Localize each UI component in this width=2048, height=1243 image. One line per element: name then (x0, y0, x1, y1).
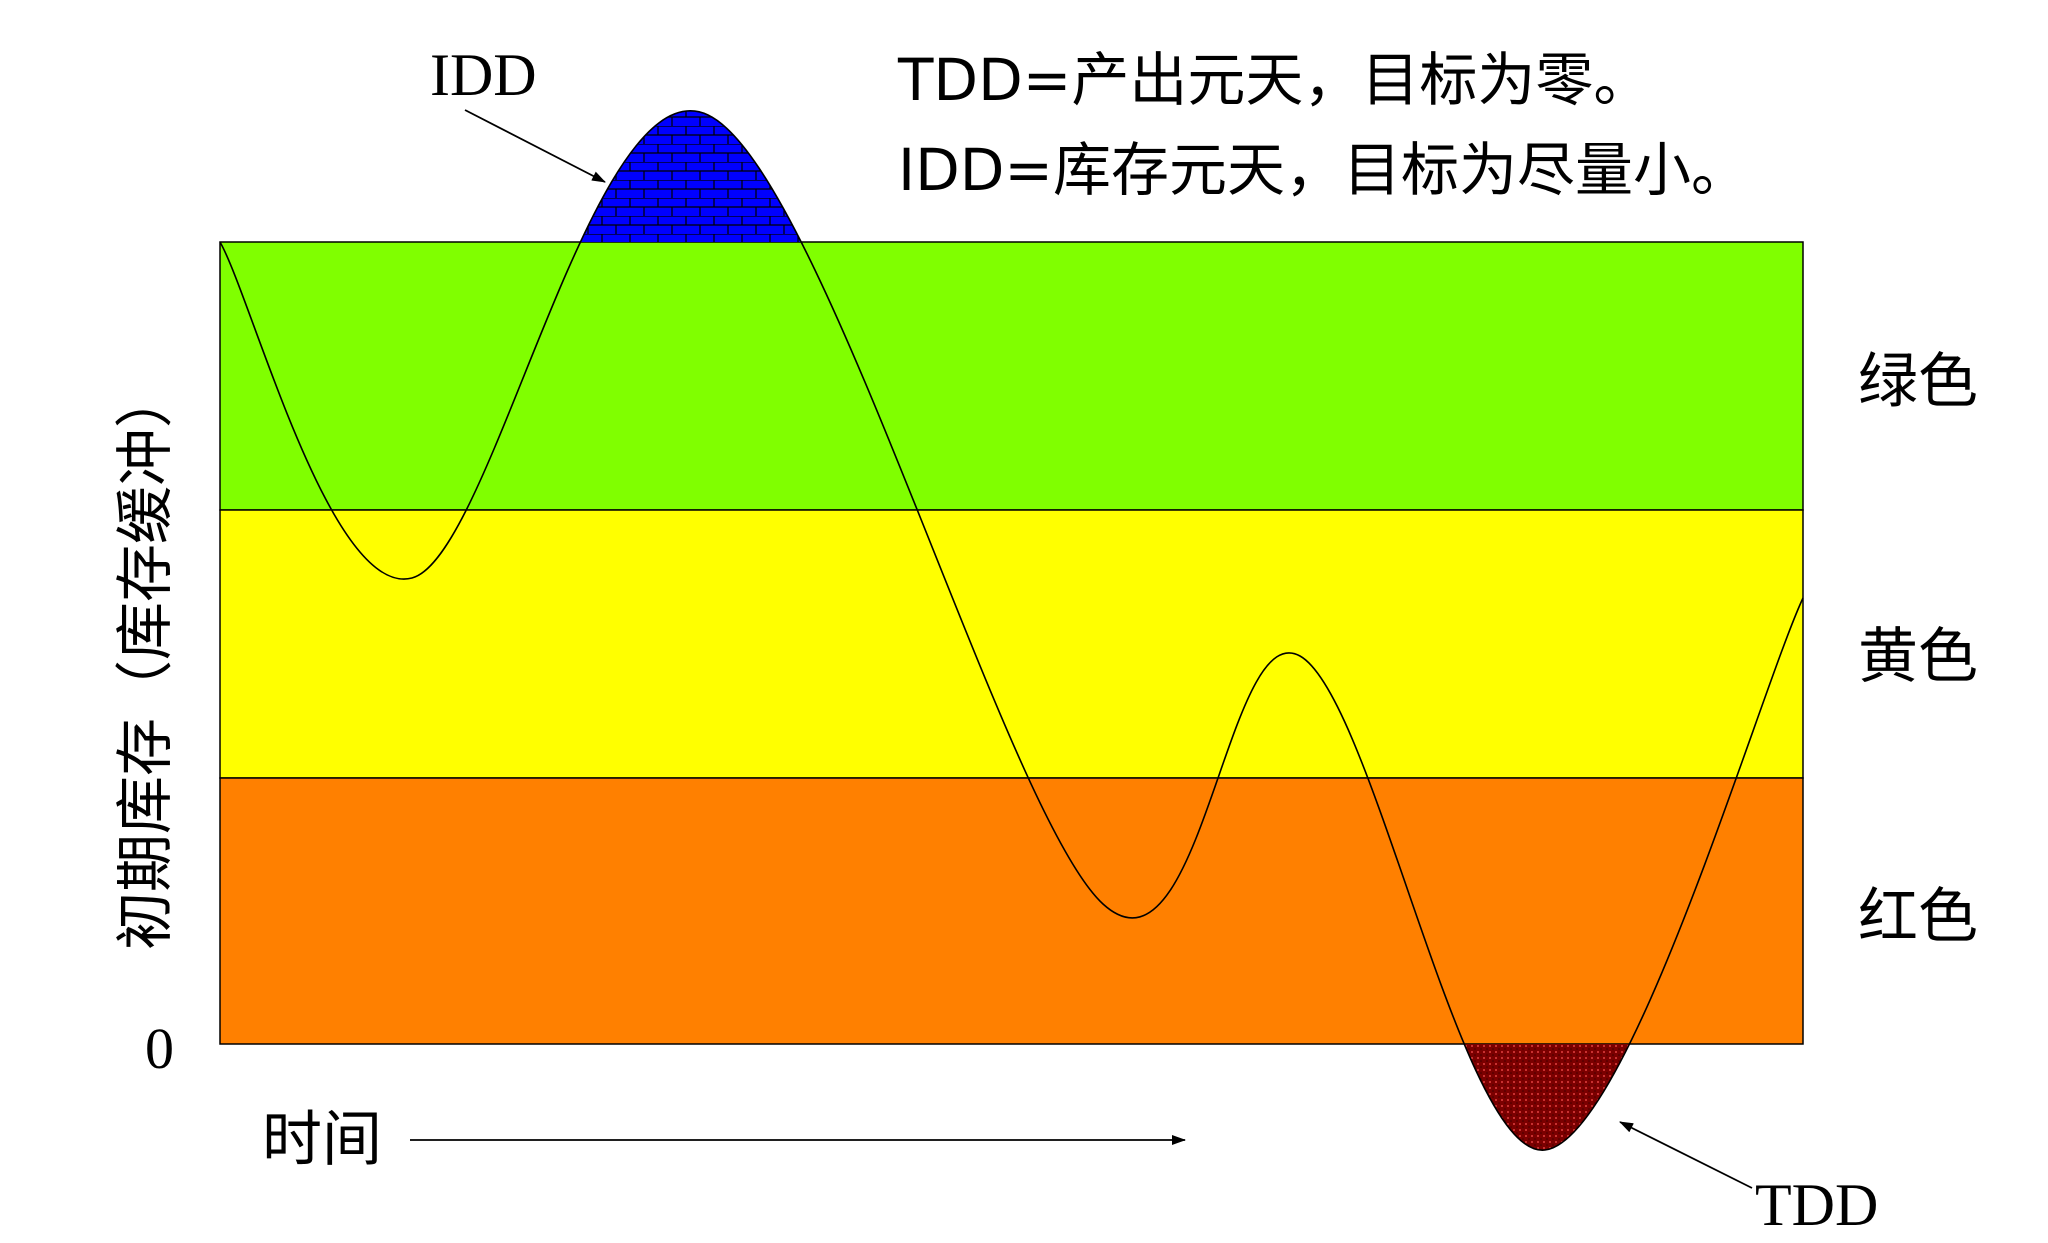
idd-pointer-arrow (464, 109, 606, 183)
red-zone-label: 红色 (1858, 882, 1978, 952)
yellow-zone (219, 509, 1804, 779)
zero-label: 0 (145, 1016, 174, 1081)
y-axis-label: 初期库存（库存缓冲） (111, 370, 179, 950)
tdd-label: TDD (1755, 1172, 1878, 1238)
idd-label: IDD (430, 42, 537, 108)
green-zone (219, 241, 1804, 511)
time-axis-label: 时间 (262, 1105, 382, 1175)
tdd-definition-note: TDD=产出元天，目标为零。 (897, 46, 1651, 114)
idd-definition-note: IDD=库存元天，目标为尽量小。 (898, 136, 1749, 204)
green-zone-label: 绿色 (1858, 347, 1978, 417)
yellow-zone-label: 黄色 (1858, 622, 1978, 692)
idd-peak-fill (220, 111, 1803, 242)
red-zone (219, 777, 1804, 1045)
inventory-curve (219, 110, 1804, 1151)
tdd-pointer-arrow (1619, 1121, 1753, 1189)
